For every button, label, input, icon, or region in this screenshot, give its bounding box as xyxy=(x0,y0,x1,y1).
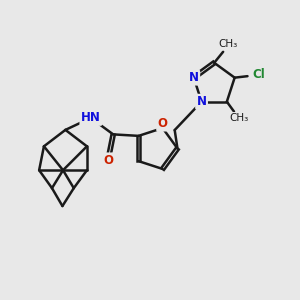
Text: CH₃: CH₃ xyxy=(218,39,237,49)
Text: CH₃: CH₃ xyxy=(230,113,249,123)
Text: HN: HN xyxy=(81,112,101,124)
Text: N: N xyxy=(189,71,199,84)
Text: N: N xyxy=(196,95,207,108)
Text: O: O xyxy=(104,154,114,167)
Text: Cl: Cl xyxy=(252,68,265,81)
Text: O: O xyxy=(158,117,168,130)
